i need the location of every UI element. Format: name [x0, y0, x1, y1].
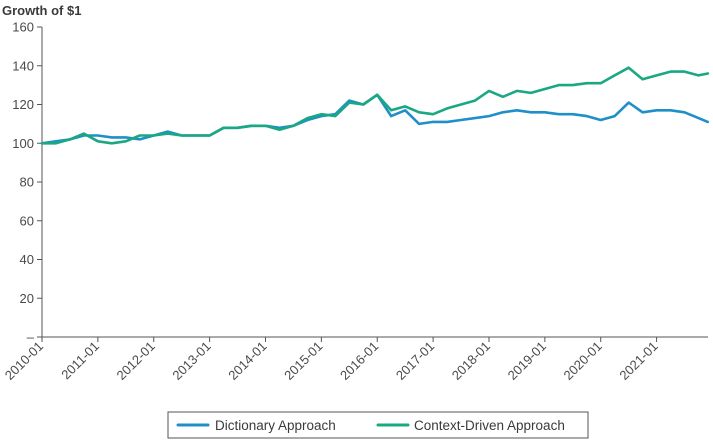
x-tick-label: 2018-01 [449, 339, 493, 383]
y-tick-label: 140 [12, 58, 34, 73]
y-tick-label: 120 [12, 97, 34, 112]
y-tick-label: – [27, 330, 35, 345]
series-lines [40, 66, 710, 145]
legend-label-dictionary: Dictionary Approach [215, 418, 336, 433]
x-tick-label: 2020-01 [560, 339, 604, 383]
y-tick-label: 160 [12, 20, 34, 35]
x-tick-label: 2016-01 [337, 339, 381, 383]
y-tick-label: 40 [20, 252, 34, 267]
y-tick-label: 60 [20, 213, 34, 228]
x-tick-label: 2021-01 [616, 339, 660, 383]
y-tick-label: 80 [20, 175, 34, 190]
y-tick-label: 20 [20, 291, 34, 306]
x-tick-label: 2017-01 [393, 339, 437, 383]
legend-label-context-driven: Context-Driven Approach [414, 418, 565, 433]
legend: Dictionary Approach Context-Driven Appro… [167, 411, 589, 439]
x-tick-label: 2010-01 [2, 339, 46, 383]
x-tick-label: 2014-01 [225, 339, 269, 383]
x-tick-label: 2015-01 [281, 339, 325, 383]
y-tick-label: 100 [12, 136, 34, 151]
x-tick-label: 2019-01 [505, 339, 549, 383]
x-tick-label: 2011-01 [58, 339, 102, 383]
chart-title: Growth of $1 [2, 3, 81, 18]
x-tick-label: 2012-01 [114, 339, 158, 383]
series-line-context-driven-approach [40, 66, 710, 145]
x-axis: 2010-01 2011-01 2012-01 2013-01 2014-01 2015-… [2, 336, 708, 383]
x-tick-label: 2013-01 [169, 339, 213, 383]
y-axis: – 20 40 60 80 100 120 140 160 [12, 20, 43, 345]
